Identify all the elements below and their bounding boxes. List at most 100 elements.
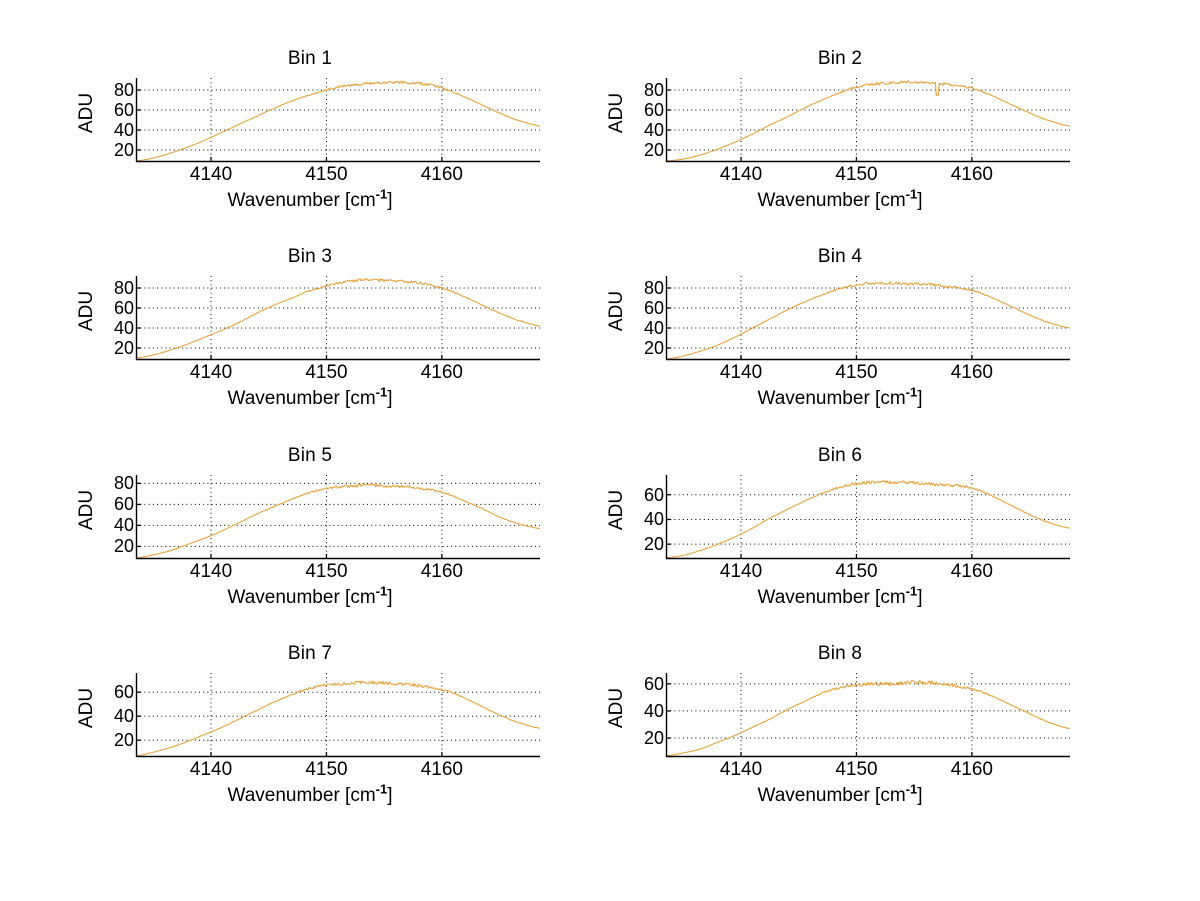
chart-panel: Bin 4 ADU 20 40 60 80 4140 4150 4160 Wavenumber [… [590,246,1090,446]
y-tick-label: 60 [113,494,134,515]
x-tick-label: 4140 [189,362,233,383]
x-axis-label-bracket: ] [387,587,393,608]
x-tick-label: 4140 [719,362,763,383]
x-tick-label: 4150 [305,362,348,383]
x-axis-label: Wavenumber [cm-1] [590,781,1090,807]
x-axis-label-exponent: -1 [905,186,918,202]
x-tick-label: 4140 [719,164,763,185]
x-tick-labels: 4140 4150 4160 [666,360,1070,386]
chart-panel: Bin 6 ADU 20 40 60 4140 4150 4160 Wavenumber [cm… [590,445,1090,645]
plot-area: ADU 20 40 60 80 4140 4150 4160 Wavenumber [cm-1] [590,78,1090,211]
x-tick-label: 4150 [835,362,878,383]
y-tick-label: 60 [643,298,664,318]
x-tick-label: 4160 [950,164,994,185]
x-axis-label-exponent: -1 [905,781,918,797]
plot-area: ADU 20 40 60 80 4140 4150 4160 Wavenumber [cm-1] [60,473,560,608]
axes [665,475,1071,560]
x-axis-label: Wavenumber [cm-1] [590,386,1090,410]
y-tick-label: 60 [643,484,664,505]
spectrum-line [135,80,541,162]
x-axis-label: Wavenumber [cm-1] [60,583,560,609]
x-tick-label: 4160 [950,759,994,780]
x-axis-label-exponent: -1 [375,384,388,400]
x-axis-label-bracket: ] [387,785,393,806]
x-tick-label: 4160 [950,561,994,582]
x-axis-label-text: Wavenumber [cm [757,587,906,608]
y-tick-label: 80 [643,80,664,100]
chart-title: Bin 3 [287,246,333,267]
plot-area: ADU 20 40 60 4140 4150 4160 Wavenumber [cm-1] [590,673,1090,806]
x-tick-label: 4150 [305,164,348,185]
x-axis-label-bracket: ] [917,190,923,211]
axes [665,276,1071,361]
x-tick-labels: 4140 4150 4160 [136,757,540,783]
y-tick-label: 20 [113,338,134,358]
x-tick-label: 4140 [189,164,233,185]
chart-panel: Bin 2 ADU 20 40 60 80 4140 4150 4160 Wavenumber [… [590,48,1090,248]
y-tick-label: 20 [113,730,134,751]
x-tick-label: 4150 [835,759,878,780]
y-tick-label: 60 [113,298,134,318]
x-axis-label-bracket: ] [387,388,393,409]
x-axis-label-exponent: -1 [375,583,388,599]
x-axis-label-bracket: ] [917,785,923,806]
y-tick-labels: 20 40 60 [618,673,664,751]
plot-area: ADU 20 40 60 4140 4150 4160 Wavenumber [cm-1] [590,475,1090,608]
x-tick-label: 4140 [719,561,763,582]
spectrum-line [665,80,1071,162]
y-tick-label: 60 [113,682,134,703]
y-tick-label: 40 [113,515,134,536]
x-tick-label: 4150 [305,561,348,582]
x-tick-labels: 4140 4150 4160 [666,559,1070,585]
spectrum-line [665,480,1071,559]
x-tick-label: 4140 [719,759,763,780]
y-tick-labels: 20 40 60 [618,475,664,553]
y-tick-label: 80 [643,278,664,298]
y-tick-label: 20 [113,536,134,557]
plot-area: ADU 20 40 60 4140 4150 4160 Wavenumber [cm-1] [60,673,560,806]
axes [135,276,541,361]
y-tick-label: 80 [113,473,134,494]
x-tick-labels: 4140 4150 4160 [666,757,1070,783]
plot-area: ADU 20 40 60 80 4140 4150 4160 Wavenumber [cm-1] [60,276,560,409]
x-axis-label-text: Wavenumber [cm [227,785,376,806]
plot-area: ADU 20 40 60 80 4140 4150 4160 Wavenumber [cm-1] [590,276,1090,409]
x-tick-labels: 4140 4150 4160 [136,559,540,585]
x-tick-labels: 4140 4150 4160 [136,162,540,188]
x-tick-label: 4140 [189,561,233,582]
y-tick-labels: 20 40 60 80 [618,78,664,159]
chart-title: Bin 6 [817,445,863,466]
y-tick-label: 20 [643,338,664,358]
chart-title: Bin 2 [817,48,863,69]
y-tick-labels: 20 40 60 80 [88,276,134,358]
y-tick-label: 80 [113,80,134,100]
x-axis-label-bracket: ] [387,190,393,211]
y-tick-label: 40 [643,318,664,338]
x-axis-label: Wavenumber [cm-1] [60,783,560,807]
x-axis-label-text: Wavenumber [cm [757,190,906,211]
x-axis-label-exponent: -1 [905,583,918,599]
x-axis-label-bracket: ] [917,587,923,608]
x-axis-label-text: Wavenumber [cm [227,190,376,211]
x-axis-label: Wavenumber [cm-1] [590,583,1090,609]
y-tick-label: 40 [643,509,664,530]
x-tick-label: 4160 [420,362,464,383]
spectrum-line [135,483,541,559]
chart-panel: Bin 8 ADU 20 40 60 4140 4150 4160 Wavenumber [cm… [590,643,1090,843]
y-tick-labels: 20 40 60 80 [88,473,134,557]
y-tick-label: 20 [643,728,664,749]
chart-title: Bin 5 [287,445,333,466]
chart-panel: Bin 5 ADU 20 40 60 80 4140 4150 4160 Wavenumber [… [60,445,560,645]
x-axis-label-text: Wavenumber [cm [227,388,376,409]
x-tick-label: 4150 [305,759,348,780]
y-tick-label: 80 [113,278,134,298]
y-tick-label: 20 [113,140,134,160]
x-axis-label: Wavenumber [cm-1] [60,188,560,212]
x-axis-label-text: Wavenumber [cm [227,587,376,608]
spectrum-line [135,680,541,757]
x-tick-label: 4160 [420,759,464,780]
chart-title: Bin 4 [817,246,863,267]
x-tick-label: 4150 [835,164,878,185]
axes [135,673,541,758]
